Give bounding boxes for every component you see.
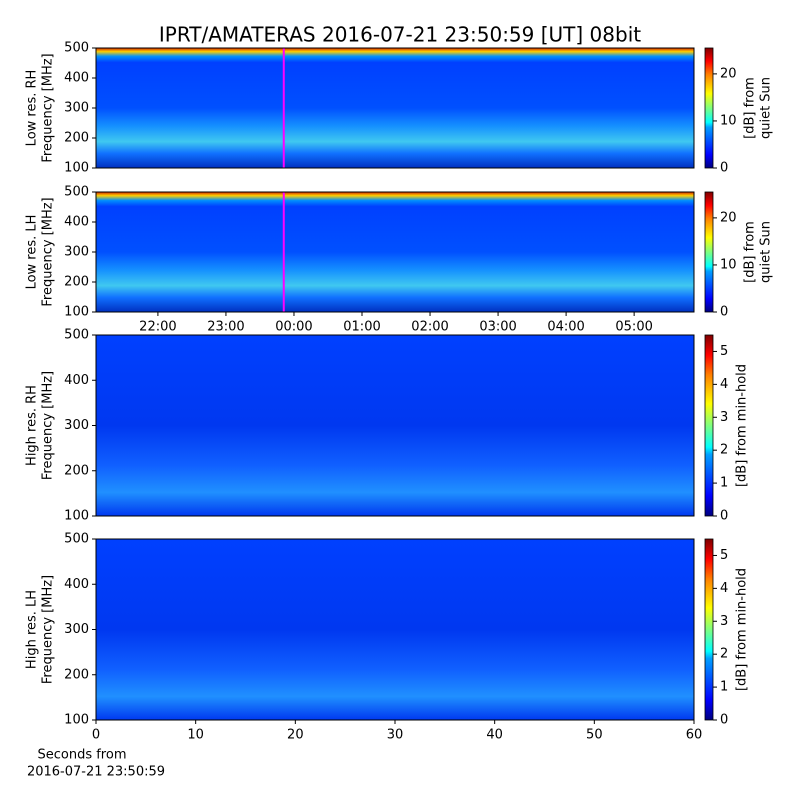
spectrogram [96,539,694,720]
y-tick-label: 200 [64,463,89,478]
y-tick-label: 100 [64,305,89,320]
y-tick-label: 500 [64,185,89,200]
y-tick-label: 500 [64,532,89,547]
y-tick-label: 500 [64,328,89,343]
colorbar-label: quiet Sun [759,77,774,139]
colorbar-tick-label: 0 [720,305,728,320]
colorbar-tick-label: 5 [720,548,728,563]
x-tick-label: 01:00 [343,320,380,335]
colorbar [704,47,714,169]
y-tick-label: 300 [64,101,89,116]
x-tick-label: 40 [486,728,503,743]
spectrogram [96,48,694,168]
x-tick-label: 02:00 [411,320,448,335]
y-axis-label: High res. RH [25,385,40,466]
colorbar-label: [dB] from [743,77,758,139]
y-tick-label: 200 [64,275,89,290]
colorbar-tick-label: 0 [720,509,728,524]
colorbar-label: [dB] from min-hold [735,364,750,487]
colorbar-tick-label: 20 [720,66,737,81]
x-tick-label: 0 [92,728,100,743]
y-tick-label: 100 [64,161,89,176]
y-axis-label: High res. LH [25,590,40,669]
x-tick-label: 60 [686,728,703,743]
colorbar-tick-label: 4 [720,377,728,392]
x-tick-label: 30 [387,728,404,743]
y-tick-label: 100 [64,509,89,524]
x-tick-label: 50 [586,728,603,743]
x-tick-label: 00:00 [275,320,312,335]
y-tick-label: 300 [64,622,89,637]
y-tick-label: 500 [64,41,89,56]
x-tick-label: 23:00 [207,320,244,335]
colorbar-label: [dB] from min-hold [735,568,750,691]
y-tick-label: 300 [64,245,89,260]
x-tick-label: 04:00 [547,320,584,335]
y-tick-label: 400 [64,215,89,230]
x-tick-label: 22:00 [139,320,176,335]
figure-title: IPRT/AMATERAS 2016-07-21 23:50:59 [UT] 0… [159,23,641,47]
colorbar-tick-label: 0 [720,161,728,176]
colorbar-tick-label: 4 [720,581,728,596]
x-tick-label: 10 [187,728,204,743]
colorbar-label: quiet Sun [759,221,774,283]
y-tick-label: 200 [64,667,89,682]
colorbar-tick-label: 5 [720,344,728,359]
y-axis-label: Low res. RH [25,70,40,147]
y-tick-label: 300 [64,418,89,433]
colorbar-tick-label: 10 [720,113,737,128]
colorbar-tick-label: 0 [720,713,728,728]
spectrogram [96,335,694,516]
colorbar [704,191,714,313]
colorbar-label: [dB] from [743,221,758,283]
colorbar-tick-label: 10 [720,257,737,272]
y-tick-label: 400 [64,373,89,388]
x-tick-label: 05:00 [615,320,652,335]
colorbar [704,334,714,517]
colorbar-tick-label: 3 [720,410,728,425]
x-axis-label: Seconds from [37,748,126,763]
y-tick-label: 200 [64,131,89,146]
colorbar-tick-label: 3 [720,614,728,629]
y-axis-label: Frequency [MHz] [41,197,56,306]
colorbar-tick-label: 2 [720,647,728,662]
y-tick-label: 100 [64,713,89,728]
y-axis-label: Frequency [MHz] [41,371,56,480]
colorbar-tick-label: 1 [720,476,728,491]
colorbar-tick-label: 20 [720,210,737,225]
y-tick-label: 400 [64,71,89,86]
y-axis-label: Frequency [MHz] [41,575,56,684]
x-tick-label: 20 [287,728,304,743]
y-axis-label: Frequency [MHz] [41,53,56,162]
x-axis-label: 2016-07-21 23:50:59 [27,765,165,780]
colorbar-tick-label: 1 [720,680,728,695]
spectrogram [96,192,694,312]
colorbar [704,538,714,721]
colorbar-tick-label: 2 [720,443,728,458]
x-tick-label: 03:00 [479,320,516,335]
y-tick-label: 400 [64,577,89,592]
y-axis-label: Low res. LH [25,215,40,290]
